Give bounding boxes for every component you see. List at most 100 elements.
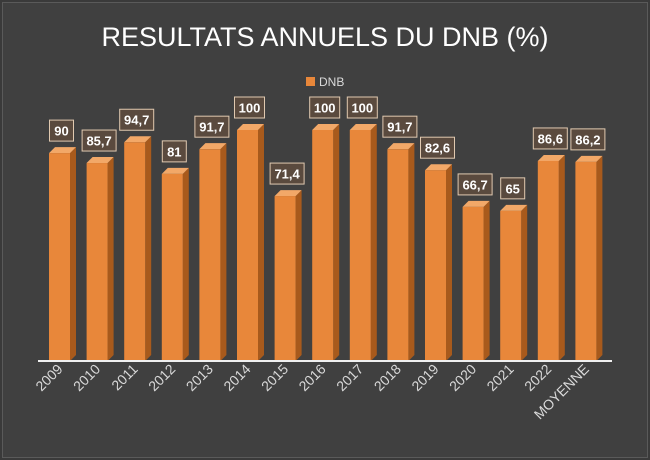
data-label-box	[119, 108, 155, 131]
bar-side	[521, 204, 528, 361]
bar-side	[446, 164, 452, 361]
bar	[49, 153, 70, 361]
data-label-box	[269, 162, 305, 185]
bar	[312, 130, 334, 361]
bar	[349, 130, 371, 361]
data-label-text: 86,6	[538, 131, 563, 146]
data-label-box	[161, 140, 187, 163]
legend-swatch	[306, 77, 315, 86]
x-tick-label: 2015	[258, 361, 291, 394]
data-label-box	[570, 128, 606, 151]
bar-top	[124, 136, 152, 143]
chart-title: RESULTATS ANNUELS DU DNB (%)	[101, 22, 548, 52]
data-label: 100	[309, 96, 341, 119]
bar-side	[182, 167, 189, 361]
bar	[575, 161, 597, 361]
bar-side	[145, 136, 152, 361]
data-label-text: 85,7	[86, 134, 111, 149]
bar	[237, 130, 258, 361]
legend-label: DNB	[319, 75, 344, 89]
bar-side	[408, 143, 415, 361]
data-label: 100	[346, 96, 378, 119]
data-label-text: 100	[351, 101, 373, 116]
x-tick-label: 2009	[32, 361, 65, 394]
data-label-box	[49, 119, 74, 142]
data-label-box	[382, 115, 418, 138]
bar-side	[483, 200, 490, 361]
bar	[161, 173, 183, 361]
legend: DNB	[306, 75, 344, 89]
bar-top	[462, 200, 490, 207]
x-tick-label: 2014	[220, 361, 253, 394]
bar-side	[220, 143, 227, 361]
data-label-text: 86,2	[575, 132, 600, 147]
data-label-text: 91,7	[387, 120, 412, 135]
data-labels-group: 90 85,7 94,7 81 91,7 100 71,4 100 100 91,7 82,6 66,…	[49, 96, 606, 200]
bar-side	[258, 124, 264, 361]
data-label: 91,7	[194, 115, 230, 138]
bar	[199, 149, 221, 361]
data-label-text: 81	[167, 144, 181, 159]
data-label: 90	[49, 119, 74, 142]
data-label: 94,7	[119, 108, 155, 131]
bar-side	[596, 155, 603, 361]
bars-group	[49, 124, 603, 361]
x-tick-label: 2022	[521, 361, 554, 394]
bar-side	[558, 154, 565, 361]
x-tick-label: 2013	[183, 361, 216, 394]
data-label: 71,4	[269, 162, 305, 185]
bar	[462, 206, 484, 361]
bar-top	[274, 190, 302, 197]
bar	[425, 170, 446, 361]
bar-side	[370, 124, 377, 361]
data-label-box	[457, 173, 493, 196]
x-tick-labels: 2009 2010 2011 2012 2013 2014 2015 2016 2017 2018…	[32, 361, 592, 423]
data-label-text: 66,7	[462, 177, 487, 192]
x-tick-label: 2010	[70, 361, 103, 394]
data-label-box	[500, 177, 526, 200]
data-label: 66,7	[457, 173, 493, 196]
bar-top	[312, 124, 340, 130]
bar-top	[237, 124, 264, 130]
data-label: 91,7	[382, 115, 418, 138]
data-label-box	[420, 136, 455, 159]
bar	[537, 160, 559, 361]
data-label: 86,2	[570, 128, 606, 151]
data-label-box	[532, 127, 568, 150]
data-label: 100	[234, 96, 265, 119]
bar-top	[387, 143, 415, 150]
bar-top	[161, 167, 189, 174]
data-label: 85,7	[81, 129, 117, 152]
bar	[86, 163, 108, 361]
data-label-text: 94,7	[124, 113, 149, 128]
data-label-box	[234, 96, 265, 119]
data-label-box	[81, 129, 117, 152]
data-label: 65	[500, 177, 526, 200]
bar	[387, 149, 409, 361]
bar-side	[333, 124, 340, 361]
x-tick-label: 2018	[371, 361, 404, 394]
bar-top	[199, 143, 227, 150]
data-label: 86,6	[532, 127, 568, 150]
bar-top	[425, 164, 452, 171]
data-label-text: 100	[239, 101, 261, 116]
bar-top	[537, 154, 565, 161]
bar-top	[500, 204, 528, 211]
x-tick-label: 2012	[145, 361, 178, 394]
x-tick-label: 2019	[408, 361, 441, 394]
data-label-text: 71,4	[274, 167, 300, 182]
data-label-box	[194, 115, 230, 138]
data-label-text: 82,6	[425, 141, 450, 156]
data-label-text: 65	[505, 181, 519, 196]
bar-top	[349, 124, 377, 130]
bar	[124, 142, 146, 361]
data-label-text: 91,7	[199, 120, 224, 135]
bar	[274, 196, 296, 361]
bar-side	[295, 190, 302, 361]
bar	[500, 210, 522, 361]
x-tick-label: 2020	[446, 361, 479, 394]
x-tick-label: 2021	[483, 361, 516, 394]
data-label-box	[346, 96, 378, 119]
x-tick-label: 2016	[295, 361, 328, 394]
